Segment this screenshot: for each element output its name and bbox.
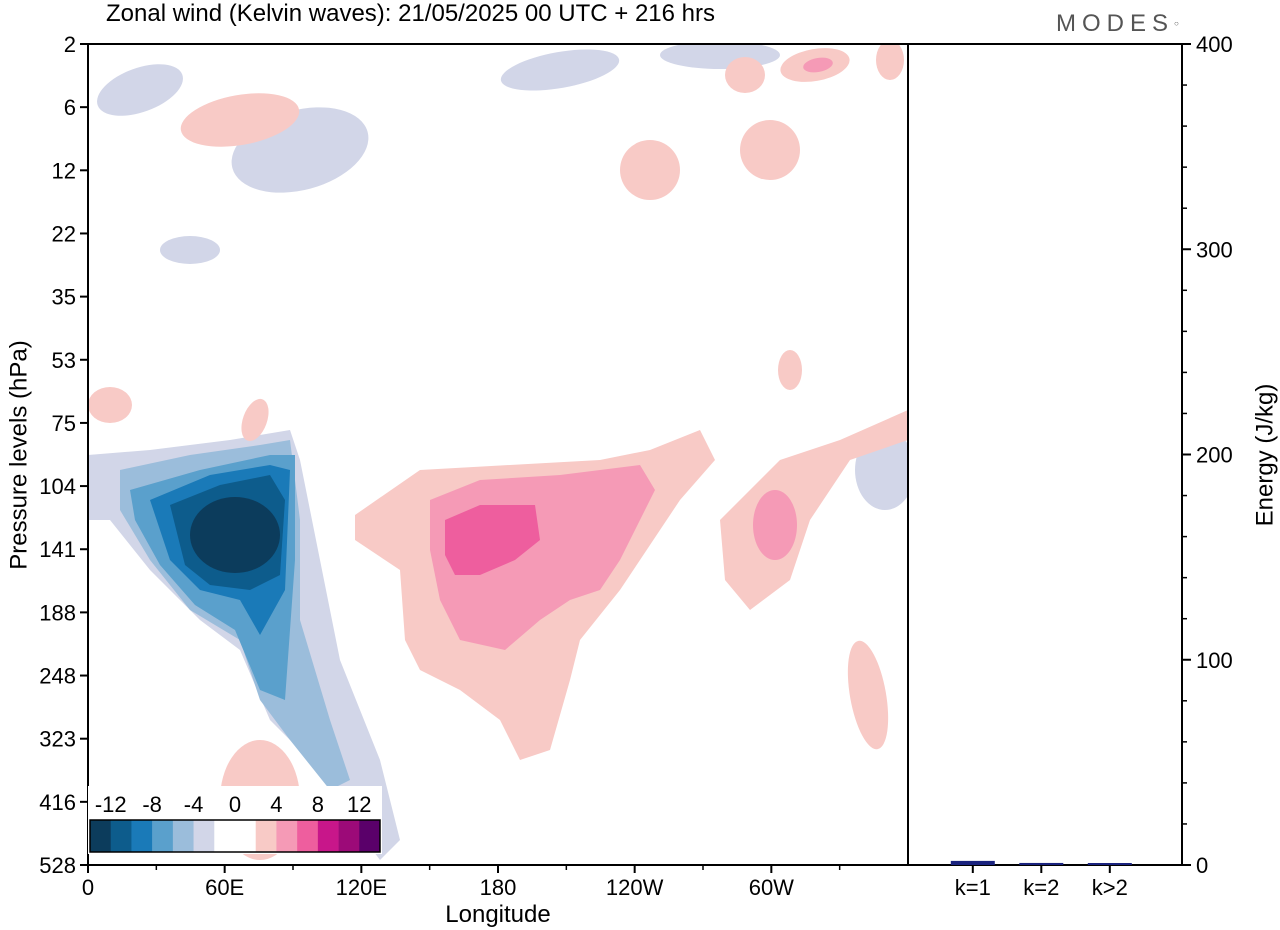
x-tick-label: 60W (749, 875, 794, 900)
colorbar-swatch (193, 820, 215, 852)
pos-patch (725, 57, 765, 93)
energy-bars: k=1 k=2 k>2 (950, 860, 1132, 900)
x-tick-label: 180 (480, 875, 517, 900)
y-tick-label: 75 (52, 411, 76, 436)
pos-patch (180, 93, 300, 147)
energy-tick-label: 400 (1196, 32, 1233, 57)
y-tick-label: 323 (39, 727, 76, 752)
colorbar-swatch (255, 820, 277, 852)
chart-title: Zonal wind (Kelvin waves): 21/05/2025 00… (106, 0, 715, 27)
pos-patch (88, 387, 132, 423)
energy-tick-label: 200 (1196, 443, 1233, 468)
y-tick-label: 53 (52, 348, 76, 373)
x-tick-label: 60E (205, 875, 244, 900)
energy-bar-label: k=2 (1023, 875, 1059, 900)
colorbar-swatch (90, 820, 112, 852)
pos-patch (876, 44, 904, 80)
colorbar-swatch (317, 820, 339, 852)
neg-patch (660, 44, 780, 69)
colorbar-label: -12 (95, 792, 127, 817)
neg-patch (160, 236, 220, 264)
colorbar-swatch (297, 820, 319, 852)
y-tick-label: 22 (52, 221, 76, 246)
y-tick-label: 12 (52, 158, 76, 183)
pos-patch (620, 140, 680, 200)
y-tick-label: 248 (39, 664, 76, 689)
wind-field (88, 44, 908, 860)
y-tick-label: 104 (39, 474, 76, 499)
y-axis-title: Pressure levels (hPa) (5, 340, 32, 569)
pos-patch (241, 398, 269, 442)
pos-patch (778, 350, 802, 390)
x-tick-label: 0 (82, 875, 94, 900)
neg-patch (500, 49, 620, 91)
y-tick-label: 528 (39, 853, 76, 878)
pos-patch (847, 640, 889, 750)
x-tick-label: 120E (336, 875, 387, 900)
colorbar-swatch (214, 820, 236, 852)
colorbar-frame (89, 819, 381, 853)
y-tick-label: 188 (39, 600, 76, 625)
colorbar-swatch (131, 820, 153, 852)
x-axis-title: Longitude (445, 901, 550, 928)
colorbar-swatch (110, 820, 132, 852)
colorbar-label: -4 (184, 792, 204, 817)
energy-bar-label: k>2 (1092, 875, 1128, 900)
colorbar-swatch (359, 820, 381, 852)
colorbar-label: 12 (347, 792, 371, 817)
colorbar-swatch (152, 820, 174, 852)
energy-tick-label: 0 (1196, 853, 1208, 878)
energy-axis-title: Energy (J/kg) (1251, 384, 1278, 527)
pos-patch (803, 57, 833, 73)
energy-tick-label: 100 (1196, 648, 1233, 673)
neg-contour-14 (190, 497, 280, 573)
energy-bar (1087, 863, 1132, 865)
colorbar-label: 8 (312, 792, 324, 817)
energy-bar (950, 860, 995, 865)
colorbar-label: 4 (270, 792, 282, 817)
neg-patch (97, 64, 183, 116)
pos-patch (720, 410, 908, 610)
pos-patch (753, 490, 797, 560)
x-tick-label: 120W (606, 875, 664, 900)
energy-tick-label: 300 (1196, 237, 1233, 262)
pos-patch (740, 120, 800, 180)
colorbar-swatch (276, 820, 298, 852)
colorbar-label: 0 (229, 792, 241, 817)
x-axis: 0 60E 120E 180 120W 60W (82, 865, 841, 900)
colorbar-swatch (338, 820, 360, 852)
y-tick-label: 2 (64, 32, 76, 57)
brand-logo: MODES○ (1056, 10, 1179, 37)
y-tick-label: 35 (52, 285, 76, 310)
energy-bar-label: k=1 (955, 875, 991, 900)
energy-bar (1019, 862, 1064, 865)
energy-axis: 0 100 200 300 400 (1182, 32, 1233, 878)
colorbar-label: -8 (142, 792, 162, 817)
y-tick-label: 416 (39, 790, 76, 815)
y-tick-label: 6 (64, 95, 76, 120)
colorbar-swatch (172, 820, 194, 852)
y-tick-label: 141 (39, 537, 76, 562)
colorbar: -12 -8 -4 0 4 8 12 (88, 786, 382, 854)
y-axis: 2 6 12 22 35 53 75 104 141 188 248 323 416 528 (39, 32, 88, 878)
colorbar-swatch (235, 820, 257, 852)
pos-contour-6 (445, 505, 540, 575)
